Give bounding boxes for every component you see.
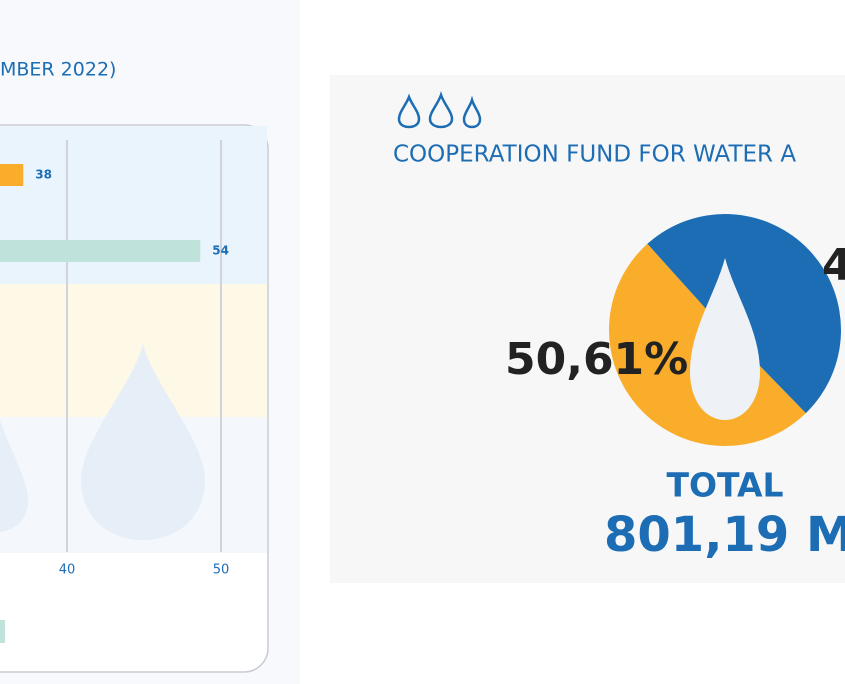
drop-icons: [397, 91, 482, 129]
pie-value-label: 49,39%: [822, 240, 845, 291]
drop-icon: [462, 95, 482, 129]
drop-icon: [428, 91, 454, 129]
total-value: 801,19 M€: [604, 507, 845, 563]
pie-center-drop: [690, 258, 760, 420]
bar: [0, 240, 201, 262]
bar-value-label: 38: [35, 168, 52, 182]
drop-decoration: [81, 343, 205, 540]
bar-value-label: 54: [212, 244, 229, 258]
x-tick-label: 50: [213, 563, 230, 578]
left-title: MBER 2022): [0, 59, 116, 81]
bar-panel: 40 50 38 54: [0, 124, 269, 673]
bar-decoration: [0, 620, 5, 643]
pie-value-label: 50,61%: [505, 334, 688, 385]
drop-decoration: [0, 420, 28, 532]
total-label: TOTAL: [666, 466, 783, 505]
bar: [0, 164, 24, 186]
x-tick-label: 40: [59, 563, 76, 578]
right-title: COOPERATION FUND FOR WATER A: [393, 142, 796, 168]
drop-icon: [397, 93, 421, 129]
